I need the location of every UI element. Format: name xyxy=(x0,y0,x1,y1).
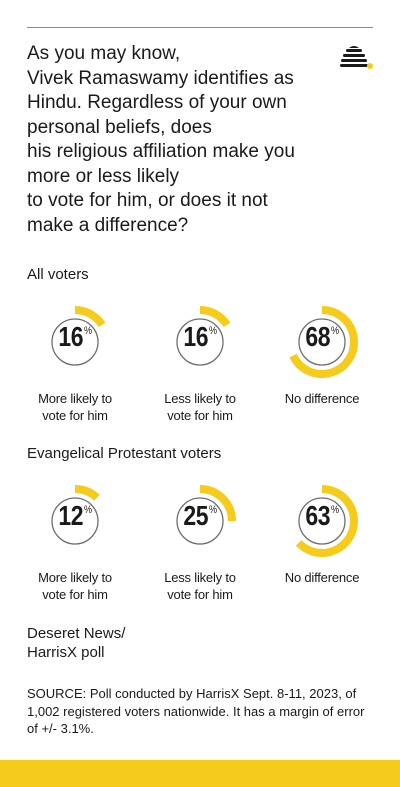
footer-accent-bar xyxy=(0,760,400,787)
group-label-evangelical-protestant-voters: Evangelical Protestant voters xyxy=(27,445,222,462)
gauge-ring xyxy=(176,485,236,545)
gauge-value: 68% xyxy=(305,321,339,352)
gauge-ring xyxy=(51,306,106,366)
gauge-inner-circle xyxy=(176,318,224,366)
gauge-inner-circle xyxy=(51,497,99,545)
gauge-label: No difference xyxy=(284,391,360,406)
gauge-inner-circle xyxy=(51,318,99,366)
gauge-label: Less likely to vote for him xyxy=(164,570,236,602)
source-note: SOURCE: Poll conducted by HarrisX Sept. … xyxy=(27,686,365,736)
gauge-inner-circle xyxy=(176,497,224,545)
gauge-label: More likely to vote for him xyxy=(38,391,112,423)
gauge-value-arc xyxy=(74,485,100,501)
beehive-logo-icon xyxy=(340,46,373,69)
gauge-value-arc xyxy=(74,306,106,328)
gauge-value: 12% xyxy=(58,500,92,531)
gauge-ring xyxy=(289,306,358,378)
gauge-value-arc xyxy=(295,485,358,557)
gauge-label: No difference xyxy=(284,570,360,585)
top-divider xyxy=(27,27,373,28)
gauge-ring xyxy=(51,485,100,545)
gauge-value: 25% xyxy=(183,500,217,531)
gauge-all-no-difference: 68% No difference xyxy=(267,304,377,454)
gauge-label: More likely to vote for him xyxy=(38,570,112,602)
gauge-evangelical-more-likely: 12% More likely to vote for him xyxy=(20,483,130,633)
gauge-value: 63% xyxy=(305,500,339,531)
gauge-label: Less likely to vote for him xyxy=(164,391,236,423)
gauge-value: 16% xyxy=(183,321,217,352)
gauge-all-less-likely: 16% Less likely to vote for him xyxy=(145,304,255,454)
gauge-ring xyxy=(295,485,358,557)
credit-line: Deseret News/ HarrisX poll xyxy=(27,625,126,661)
gauge-value-arc xyxy=(199,306,231,328)
gauge-inner-circle xyxy=(298,497,346,545)
group-label-all-voters: All voters xyxy=(27,266,89,283)
gauge-all-more-likely: 16% More likely to vote for him xyxy=(20,304,130,454)
gauge-ring xyxy=(176,306,231,366)
gauge-value-arc xyxy=(199,485,236,522)
gauge-value: 16% xyxy=(58,321,92,352)
gauge-evangelical-less-likely: 25% Less likely to vote for him xyxy=(145,483,255,633)
question-title: As you may know, Vivek Ramaswamy identif… xyxy=(27,43,295,236)
gauge-value-arc xyxy=(289,306,358,378)
gauge-inner-circle xyxy=(298,318,346,366)
gauge-evangelical-no-difference: 63% No difference xyxy=(267,483,377,633)
